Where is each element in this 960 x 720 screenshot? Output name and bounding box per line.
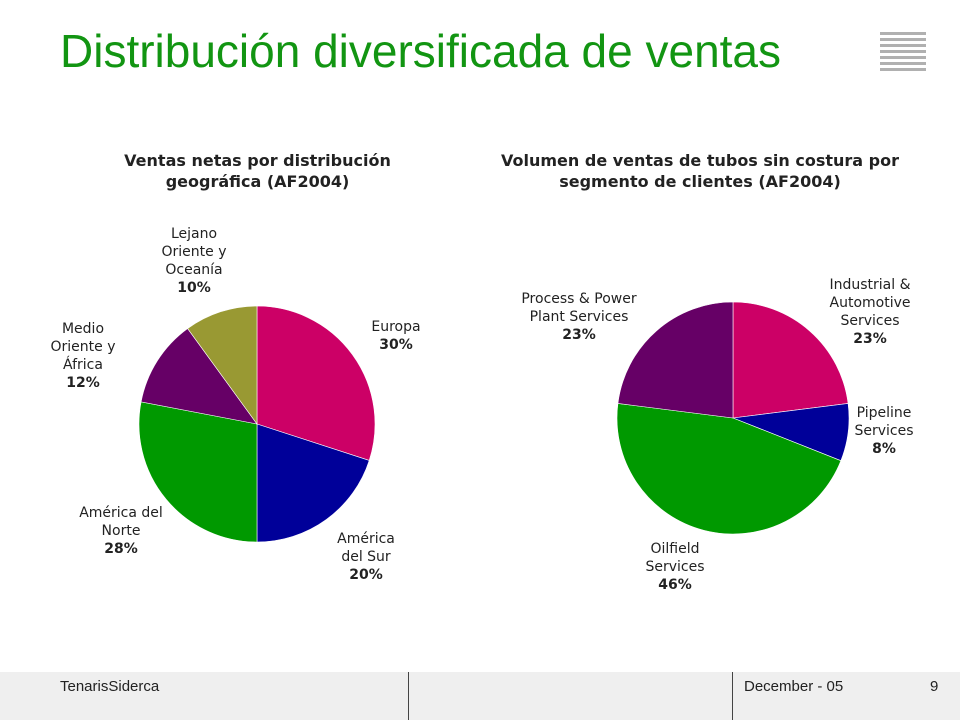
footer-bar: TenarisSiderca December - 05 9	[0, 672, 960, 720]
slice-label-europa: Europa 30%	[371, 319, 421, 353]
pie-slice-1-3	[617, 301, 734, 419]
slice-label-lejano-oriente: Lejano Oriente y Oceanía 10%	[161, 226, 227, 296]
pie-slice-0-3	[140, 328, 258, 425]
slice-label-america-norte: América del Norte 28%	[79, 505, 163, 557]
pie-chart-segments	[616, 301, 850, 535]
slice-label-process: Process & Power Plant Services 23%	[521, 291, 637, 343]
chart-1-title: Ventas netas por distribución geográfica…	[124, 151, 391, 191]
footer-divider	[732, 672, 733, 720]
slice-label-oilfield: Oilfield Services 46%	[645, 541, 705, 593]
footer-divider	[408, 672, 409, 720]
pie-slice-0-1	[256, 423, 370, 543]
footer-date: December - 05	[744, 678, 844, 695]
page-number: 9	[930, 678, 939, 695]
pie-slice-0-0	[256, 305, 376, 461]
footer-company: TenarisSiderca	[60, 678, 160, 695]
slice-label-medio-oriente: Medio Oriente y África 12%	[50, 321, 116, 391]
chart-2-title: Volumen de ventas de tubos sin costura p…	[501, 151, 899, 191]
pie-chart-geographic	[138, 305, 376, 543]
pie-slice-0-2	[138, 401, 258, 543]
slice-label-america-sur: América del Sur 20%	[337, 531, 395, 583]
slice-label-pipeline: Pipeline Services 8%	[854, 405, 914, 457]
pie-slice-0-4	[187, 305, 258, 425]
charts-canvas	[138, 301, 850, 543]
logo-stripes-icon	[880, 32, 926, 74]
pie-slice-1-2	[616, 403, 842, 535]
slice-label-industrial: Industrial & Automotive Services 23%	[829, 277, 911, 347]
pie-slice-1-0	[732, 301, 849, 419]
slide-title: Distribución diversificada de ventas	[60, 25, 782, 77]
